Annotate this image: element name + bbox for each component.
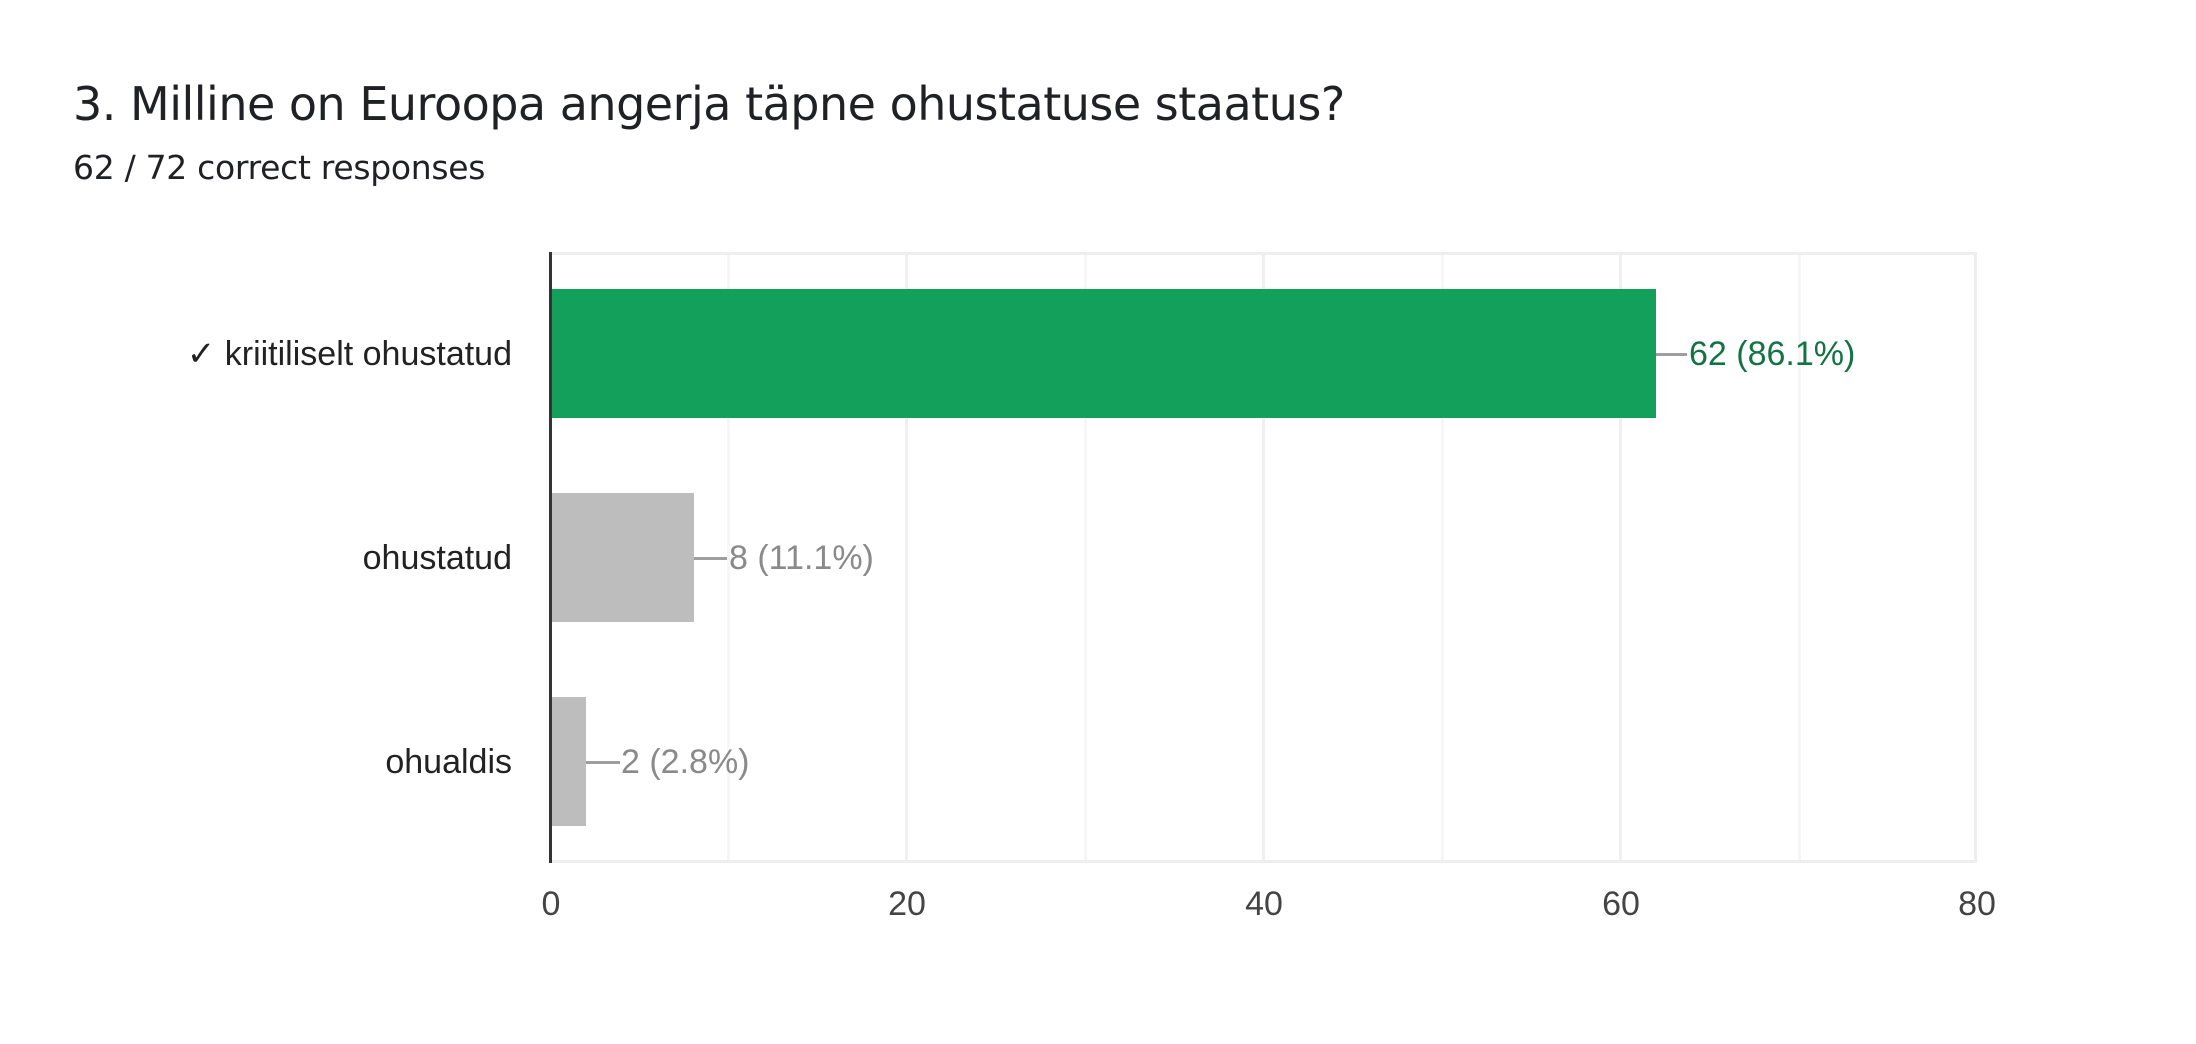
x-tick-label: 0 bbox=[541, 885, 561, 923]
gridline-10 bbox=[727, 255, 730, 860]
data-label-connector bbox=[694, 557, 727, 560]
x-tick-label: 60 bbox=[1602, 885, 1640, 923]
category-label: ohualdis bbox=[385, 743, 512, 781]
plot-area bbox=[550, 252, 1977, 863]
category-label-correct: ✓ kriitiliselt ohustatud bbox=[186, 335, 512, 373]
gridline-20 bbox=[905, 255, 908, 860]
data-label-correct: 62 (86.1%) bbox=[1689, 335, 1856, 373]
data-label: 2 (2.8%) bbox=[621, 743, 750, 781]
data-label-connector bbox=[586, 761, 620, 764]
bar[interactable] bbox=[552, 697, 586, 826]
category-label: ohustatud bbox=[362, 539, 512, 577]
data-label-connector bbox=[1656, 353, 1687, 356]
x-tick-label: 80 bbox=[1958, 885, 1996, 923]
gridline-60 bbox=[1619, 255, 1622, 860]
bar-correct[interactable] bbox=[552, 289, 1656, 418]
question-title: 3. Milline on Euroopa angerja täpne ohus… bbox=[73, 77, 1345, 131]
gridline-50 bbox=[1441, 255, 1444, 860]
x-tick-label: 40 bbox=[1245, 885, 1283, 923]
gridline-30 bbox=[1084, 255, 1087, 860]
gridline-40 bbox=[1262, 255, 1265, 860]
x-tick-label: 20 bbox=[888, 885, 926, 923]
y-axis-line bbox=[549, 252, 552, 863]
data-label: 8 (11.1%) bbox=[729, 539, 874, 577]
correct-responses-summary: 62 / 72 correct responses bbox=[73, 148, 486, 187]
bar[interactable] bbox=[552, 493, 694, 622]
gridline-70 bbox=[1798, 255, 1801, 860]
